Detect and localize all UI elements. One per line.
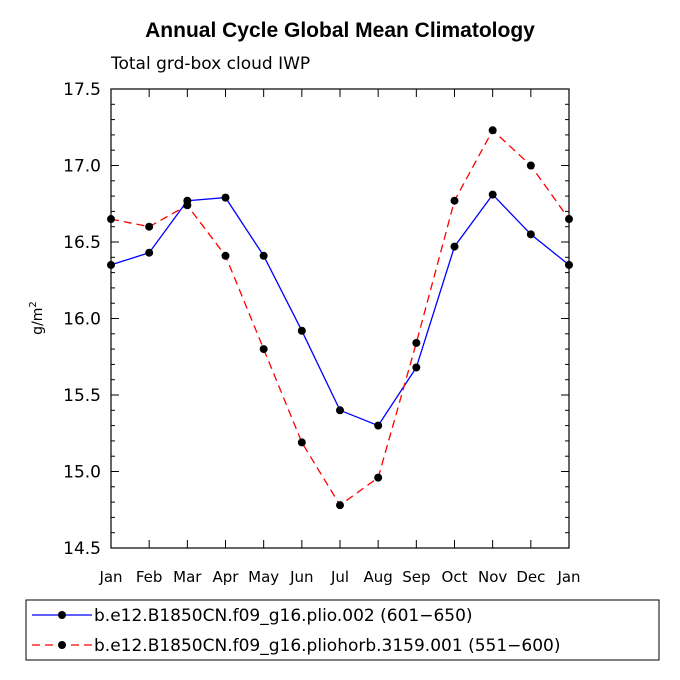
series-0-point [412,363,421,372]
series-1-point [526,161,535,170]
series-line-1 [110,129,570,507]
y-tick-label: 16.0 [63,310,101,330]
y-tick-label: 17.5 [63,80,101,100]
series-1-point [374,473,383,482]
chart-subtitle: Total grd-box cloud IWP [110,54,310,74]
series-0-point [221,193,230,202]
series-1-point [259,345,268,354]
x-tick-label: Jan [98,568,122,586]
plot-area [110,88,570,549]
x-tick-label: Nov [478,568,507,586]
x-tick-label: Aug [364,568,393,586]
x-tick-label: Jun [289,568,313,586]
y-axis-label-base: g/m [30,308,46,335]
series-1-point [183,201,192,210]
y-axis-label-sup: 2 [28,301,39,307]
series-0-point [565,260,573,269]
x-tick-label: Dec [516,568,545,586]
x-tick-label: Oct [442,568,468,586]
series-0-point [450,242,459,251]
series-0-point [336,406,344,415]
series-line-0 [110,193,570,427]
series-1-point [145,222,154,231]
x-tick-label: Feb [136,568,163,586]
legend-label-0: b.e12.B1850CN.f09_g16.plio.002 (601−650) [94,606,473,626]
series-group [107,126,573,510]
series-0-point [374,421,383,430]
y-tick-label: 16.5 [63,233,101,253]
series-1-point [297,438,306,447]
x-tick-label: May [248,568,279,586]
series-1-point [450,196,459,205]
x-tick-label: Jan [556,568,580,586]
x-tick-label: Mar [173,568,202,586]
series-0-point [259,251,268,260]
y-tick-label: 14.5 [63,539,101,559]
chart-title: Annual Cycle Global Mean Climatology [145,19,535,42]
series-0-point [145,248,154,257]
series-1-point [412,338,421,347]
legend: b.e12.B1850CN.f09_g16.plio.002 (601−650)… [25,599,660,661]
series-1-point [488,126,497,135]
y-tick-label: 17.0 [63,157,101,177]
y-tick-label: 15.0 [63,463,101,483]
legend-marker-0 [58,611,66,619]
x-tick-label: Apr [213,568,240,586]
legend-box [25,599,660,661]
series-0-point [297,326,306,335]
y-axis: 14.5 15.0 15.5 16.0 16.5 17.0 17.5 [63,80,569,559]
y-tick-label: 15.5 [63,386,101,406]
series-1-point [221,251,230,260]
x-tick-label: Sep [402,568,430,586]
legend-marker-1 [58,641,66,649]
x-tick-label: Jul [330,568,349,586]
series-1-point [336,501,344,510]
series-0-point [488,190,497,199]
series-1-point [107,215,115,224]
x-axis: Jan Feb Mar Apr May Jun Jul Aug Sep Oct Nov Dec Jan [98,89,581,586]
y-axis-label: g/m2 [28,301,46,335]
series-1-point [565,215,573,224]
series-0-point [526,230,535,239]
legend-label-1: b.e12.B1850CN.f09_g16.pliohorb.3159.001 … [94,636,560,656]
series-0-point [107,260,115,269]
